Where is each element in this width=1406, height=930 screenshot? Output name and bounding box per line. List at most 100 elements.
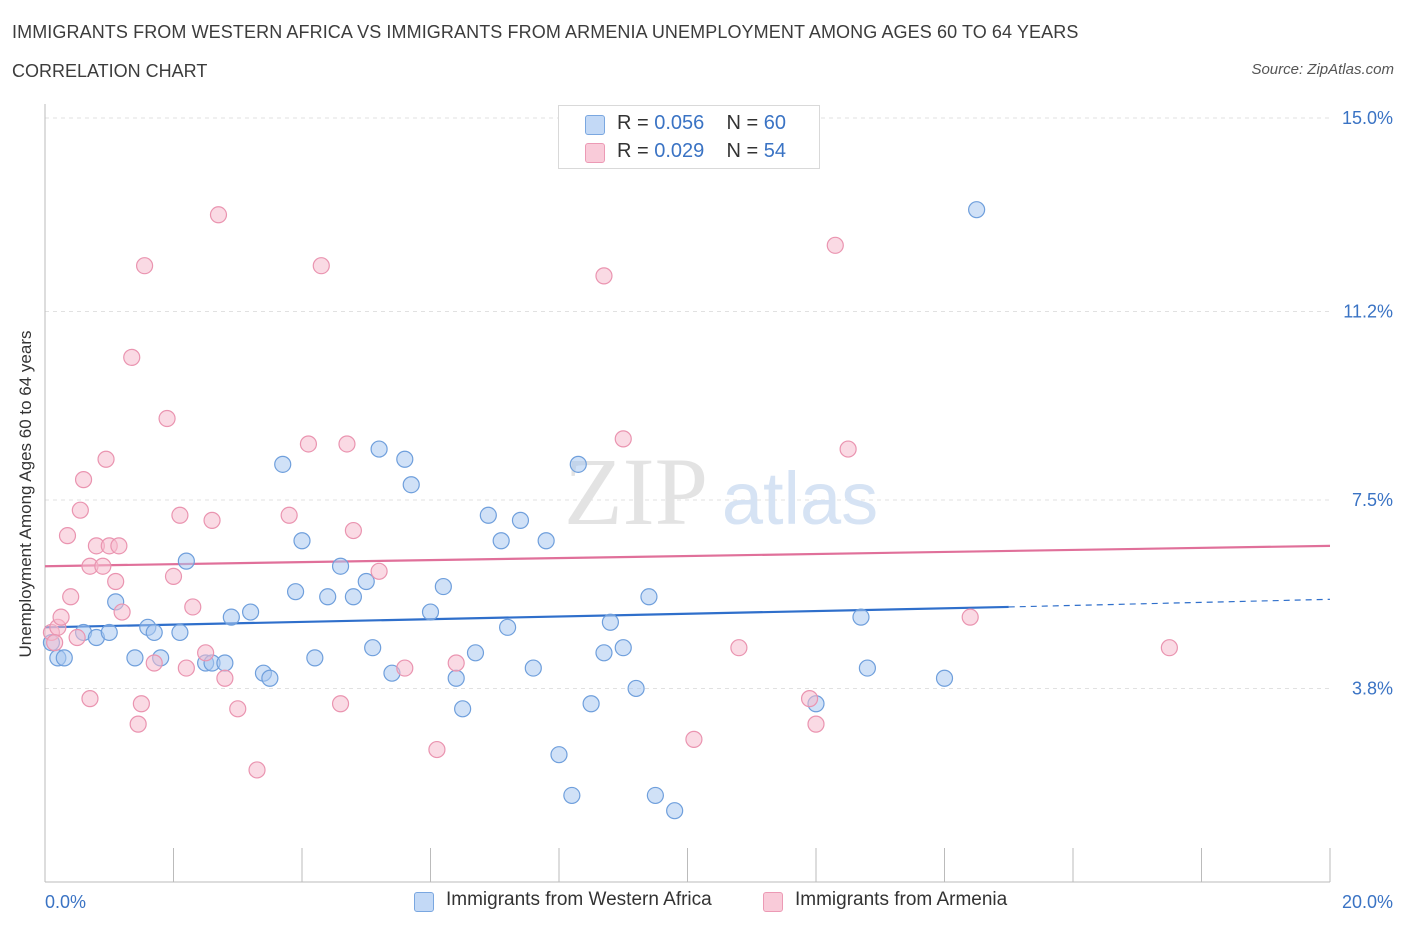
point-armenia-44 (614, 430, 632, 448)
point-western-africa-43 (537, 532, 555, 550)
point-armenia-15 (110, 537, 128, 555)
n-value-armenia: 54 (763, 140, 787, 162)
point-armenia-4 (62, 588, 80, 606)
point-western-africa-20 (274, 455, 292, 473)
r-value-western-africa: 0.056 (654, 112, 705, 134)
point-armenia-26 (184, 598, 202, 616)
point-western-africa-48 (595, 644, 613, 662)
point-western-africa-35 (447, 669, 465, 687)
point-western-africa-58 (935, 669, 954, 687)
point-armenia-17 (123, 348, 141, 366)
trend-line-western-africa (44, 605, 1009, 629)
point-western-africa-40 (499, 618, 517, 636)
point-western-africa-26 (344, 588, 362, 606)
point-armenia-22 (158, 409, 176, 428)
point-armenia-31 (229, 700, 247, 718)
point-western-africa-34 (434, 577, 452, 596)
point-western-africa-38 (479, 506, 497, 524)
point-armenia-51 (961, 608, 979, 626)
point-western-africa-24 (319, 588, 337, 606)
source-label: Source: ZipAtlas.com (1251, 61, 1394, 78)
point-western-africa-36 (454, 700, 472, 718)
point-western-africa-50 (614, 639, 632, 657)
point-armenia-45 (685, 730, 703, 748)
point-armenia-46 (730, 639, 748, 657)
series-label-western-africa: Immigrants from Western Africa (446, 889, 712, 910)
point-armenia-25 (177, 659, 195, 677)
point-western-africa-28 (364, 639, 382, 657)
point-western-africa-17 (242, 603, 260, 621)
legend-text-armenia: R = 0.029 N = 54 (617, 140, 787, 162)
legend-text-western-africa: R = 0.056 N = 60 (617, 112, 787, 134)
y-tick-label-1: 7.5% (1352, 490, 1393, 510)
correlation-legend: R = 0.056 N = 60 R = 0.029 N = 54 (558, 105, 820, 169)
point-western-africa-44 (550, 746, 568, 764)
point-armenia-48 (807, 715, 825, 733)
point-western-africa-11 (171, 623, 189, 642)
point-armenia-12 (97, 450, 115, 468)
series-swatch-pink (763, 892, 783, 912)
point-western-africa-16 (222, 608, 240, 626)
grid-layer (45, 117, 1330, 689)
series-label-armenia: Immigrants from Armenia (795, 889, 1008, 910)
point-armenia-37 (338, 435, 356, 453)
point-western-africa-39 (492, 532, 510, 550)
point-western-africa-15 (216, 654, 234, 672)
point-armenia-33 (280, 506, 298, 524)
point-armenia-3 (58, 527, 77, 545)
point-armenia-14 (107, 572, 125, 591)
point-western-africa-2 (55, 649, 73, 667)
point-western-africa-53 (646, 786, 664, 805)
point-western-africa-54 (666, 802, 684, 820)
chart-title: IMMIGRANTS FROM WESTERN AFRICA VS IMMIGR… (12, 22, 1079, 42)
point-armenia-53 (46, 634, 64, 652)
point-armenia-40 (396, 659, 414, 677)
point-western-africa-42 (524, 659, 542, 677)
point-western-africa-7 (126, 649, 144, 667)
point-armenia-18 (129, 715, 147, 733)
point-armenia-50 (839, 440, 857, 458)
point-armenia-5 (68, 628, 86, 647)
point-armenia-42 (447, 654, 465, 672)
point-armenia-30 (216, 669, 234, 687)
point-western-africa-47 (582, 695, 600, 713)
point-armenia-16 (113, 603, 131, 621)
chart-subtitle: CORRELATION CHART (12, 61, 208, 81)
data-points (42, 201, 1178, 820)
y-axis-label: Unemployment Among Ages 60 to 64 years (16, 330, 35, 658)
watermark: ZIP atlas (564, 438, 878, 545)
y-tick-label-2: 11.2% (1343, 302, 1393, 322)
series-swatch-blue (414, 892, 434, 912)
point-armenia-20 (135, 257, 154, 275)
point-armenia-6 (71, 501, 89, 519)
point-armenia-24 (171, 506, 189, 524)
point-armenia-7 (74, 471, 93, 489)
point-armenia-2 (52, 608, 70, 626)
trend-lines (44, 544, 1331, 629)
point-western-africa-45 (563, 786, 581, 805)
point-western-africa-33 (421, 603, 440, 621)
point-western-africa-9 (145, 623, 163, 642)
point-western-africa-41 (511, 511, 530, 529)
point-armenia-34 (299, 435, 318, 453)
point-western-africa-27 (357, 572, 375, 591)
y-tick-label-0: 3.8% (1352, 678, 1393, 698)
point-armenia-23 (164, 567, 183, 586)
point-armenia-29 (209, 206, 228, 224)
point-western-africa-12 (177, 552, 195, 570)
point-western-africa-49 (601, 613, 620, 631)
point-western-africa-22 (293, 532, 311, 550)
legend-swatch-blue (585, 115, 605, 135)
point-western-africa-19 (261, 669, 279, 687)
point-western-africa-51 (627, 679, 645, 698)
point-armenia-32 (248, 761, 266, 779)
watermark-zip: ZIP (564, 438, 708, 545)
point-western-africa-29 (370, 440, 388, 458)
point-western-africa-23 (306, 649, 324, 667)
y-tick-label-3: 15.0% (1342, 108, 1393, 128)
point-western-africa-46 (569, 455, 587, 473)
point-armenia-28 (203, 511, 221, 529)
point-armenia-41 (428, 740, 446, 759)
point-western-africa-37 (466, 644, 485, 662)
watermark-atlas: atlas (722, 457, 878, 540)
